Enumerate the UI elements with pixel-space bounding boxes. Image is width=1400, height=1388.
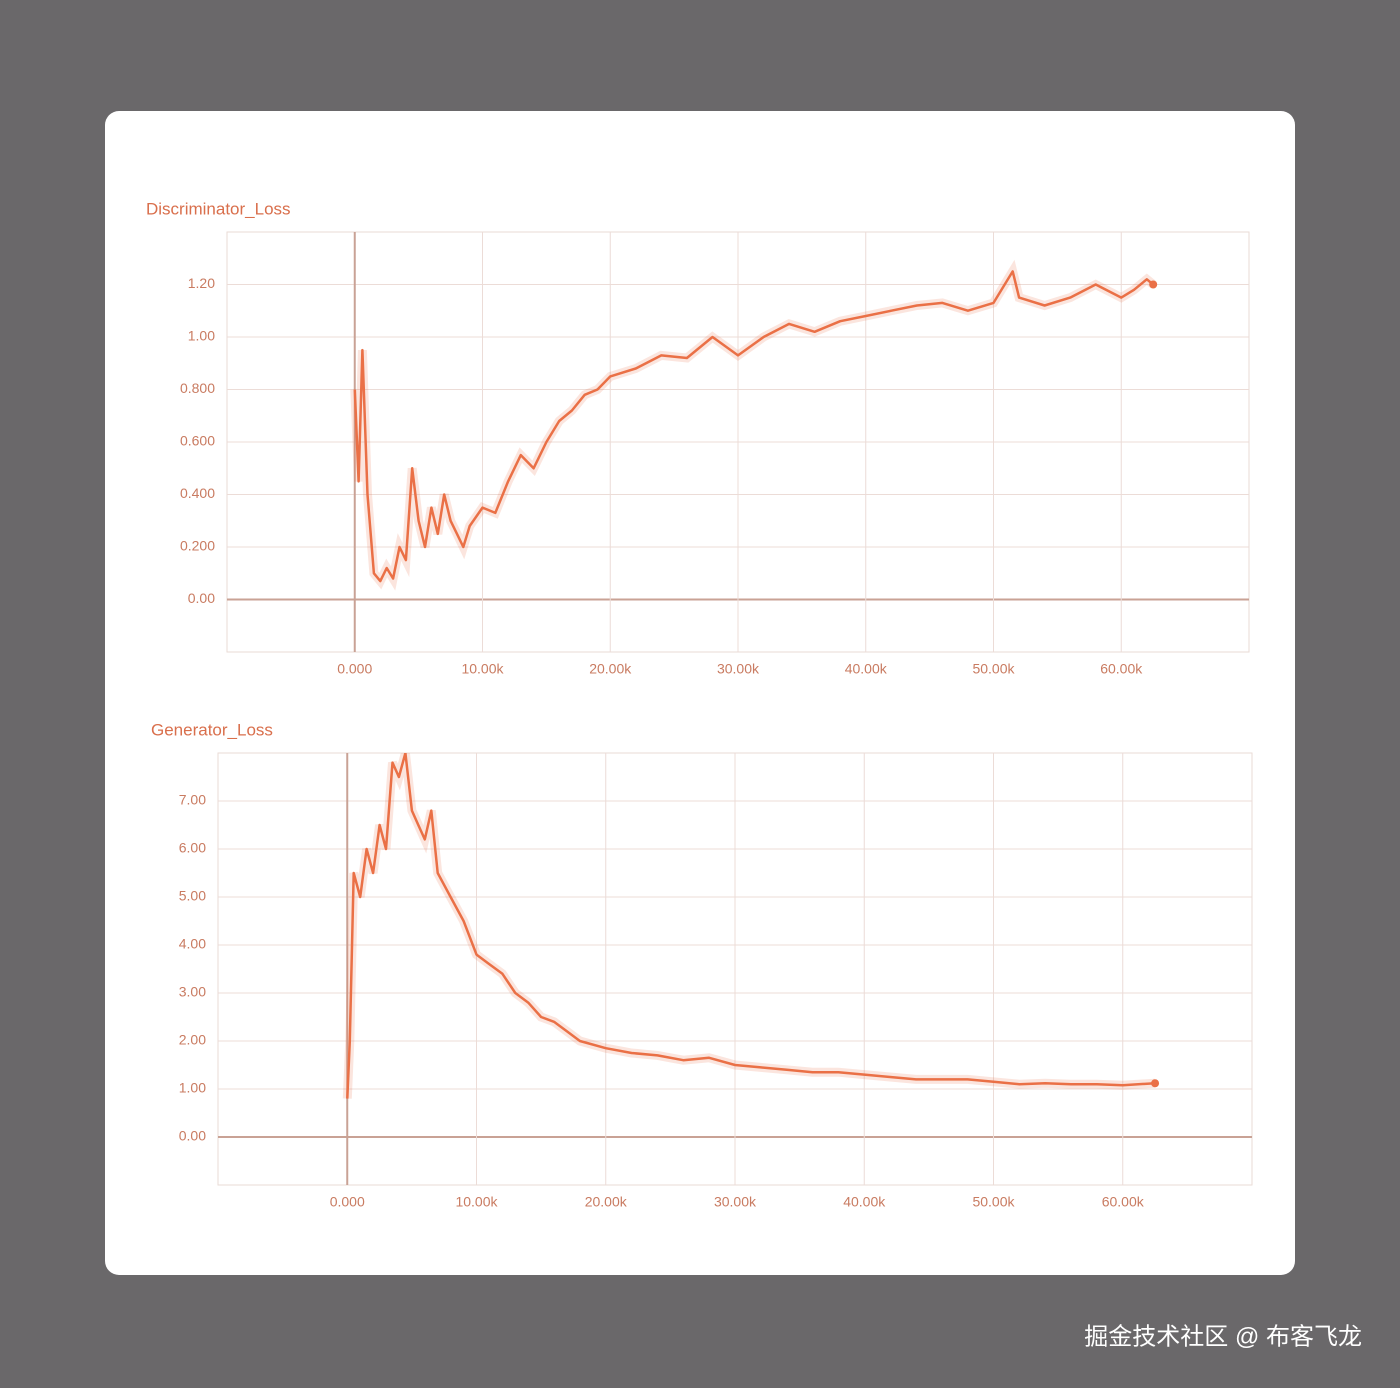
- y-tick-label: 0.00: [188, 590, 215, 606]
- y-tick-label: 1.00: [179, 1080, 206, 1096]
- x-tick-label: 60.00k: [1102, 1194, 1145, 1210]
- y-tick-label: 0.400: [180, 485, 215, 501]
- loss-line: [346, 753, 1156, 1099]
- end-point: [1151, 1079, 1160, 1088]
- y-tick-label: 6.00: [179, 840, 206, 856]
- loss-line-shadow: [350, 259, 1157, 591]
- x-tick-label: 30.00k: [717, 661, 760, 677]
- y-tick-label: 1.20: [188, 275, 215, 291]
- end-point: [1149, 280, 1158, 289]
- x-tick-label: 40.00k: [843, 1194, 886, 1210]
- x-tick-label: 10.00k: [461, 661, 504, 677]
- y-tick-label: 3.00: [179, 984, 206, 1000]
- x-tick-label: 50.00k: [972, 1194, 1015, 1210]
- x-tick-label: 20.00k: [589, 661, 632, 677]
- chart-title: Discriminator_Loss: [146, 199, 291, 218]
- y-tick-label: 0.200: [180, 538, 215, 554]
- loss-line: [353, 270, 1154, 583]
- y-tick-label: 0.00: [179, 1128, 206, 1144]
- x-tick-label: 30.00k: [714, 1194, 757, 1210]
- y-tick-label: 4.00: [179, 936, 206, 952]
- y-tick-label: 1.00: [188, 328, 215, 344]
- x-tick-label: 60.00k: [1100, 661, 1143, 677]
- y-tick-label: 0.600: [180, 433, 215, 449]
- x-tick-label: 20.00k: [585, 1194, 628, 1210]
- x-tick-label: 40.00k: [845, 661, 888, 677]
- x-tick-label: 0.000: [330, 1194, 365, 1210]
- y-tick-label: 5.00: [179, 888, 206, 904]
- x-tick-label: 50.00k: [972, 661, 1015, 677]
- y-tick-label: 2.00: [179, 1032, 206, 1048]
- loss-line-shadow: [342, 753, 1156, 1099]
- card: [105, 111, 1295, 1275]
- y-tick-label: 7.00: [179, 792, 206, 808]
- watermark: 掘金技术社区 @ 布客飞龙: [1084, 1323, 1362, 1350]
- y-tick-label: 0.800: [180, 380, 215, 396]
- x-tick-label: 10.00k: [455, 1194, 498, 1210]
- x-tick-label: 0.000: [337, 661, 372, 677]
- chart-title: Generator_Loss: [151, 720, 273, 739]
